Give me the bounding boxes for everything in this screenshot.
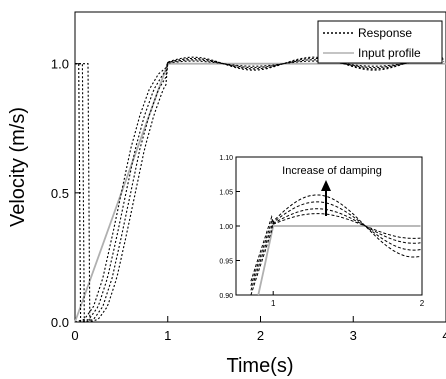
x-axis-title: Time(s) [226, 355, 293, 377]
y-tick-label: 0.5 [51, 186, 69, 201]
response-line [75, 57, 445, 323]
inset-y-tick-label: 1.10 [219, 155, 233, 162]
inset-y-tick-label: 1.05 [219, 190, 233, 197]
response-line [75, 59, 445, 323]
inset-response-line [250, 213, 421, 282]
y-tick-label: 1.0 [51, 57, 69, 72]
inset-y-tick-label: 1.00 [219, 224, 233, 231]
y-axis-title: Velocity (m/s) [7, 107, 29, 227]
legend-input-label: Input profile [358, 46, 421, 60]
x-tick-label: 1 [164, 328, 171, 343]
inset-series [250, 194, 421, 296]
inset-annotation-arrowhead [321, 180, 331, 191]
inset-x-tick-label: 2 [420, 299, 425, 308]
inset-response-line [250, 208, 421, 286]
main-ticks: 0 1 2 3 4 0.0 0.5 1.0 [51, 57, 446, 343]
inset-annotation: Increase of damping [282, 165, 382, 177]
inset-ticks: 1 2 0.90 0.95 1.00 1.05 1.10 [219, 155, 424, 308]
main-series [74, 56, 446, 323]
inset-input-profile-line [257, 225, 421, 296]
inset-y-tick-label: 0.90 [219, 293, 233, 300]
x-tick-label: 4 [442, 328, 446, 343]
y-tick-label: 0.0 [51, 315, 69, 330]
inset-chart: 1 2 0.90 0.95 1.00 1.05 1.10 Increase of dampi… [219, 155, 424, 308]
response-line [74, 56, 445, 323]
inset-response-line [250, 201, 421, 291]
x-tick-label: 0 [71, 328, 78, 343]
inset-response-line [250, 194, 421, 296]
inset-x-tick-label: 1 [271, 299, 276, 308]
inset-y-tick-label: 0.95 [219, 259, 233, 266]
legend-response-label: Response [358, 26, 412, 40]
legend-box [317, 20, 443, 64]
x-tick-label: 3 [350, 328, 357, 343]
legend: Response Input profile [317, 20, 443, 64]
x-tick-label: 2 [257, 328, 264, 343]
